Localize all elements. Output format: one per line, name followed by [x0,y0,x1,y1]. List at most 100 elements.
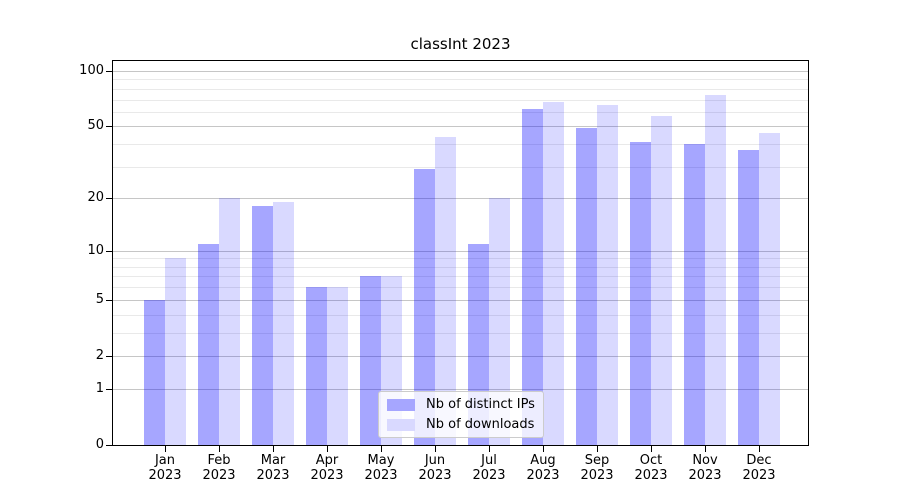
bar-nov-downloads [705,95,726,445]
legend-item-distinct-ips: Nb of distinct IPs [385,397,537,412]
x-tick-month: May [367,453,395,468]
x-tick-year: 2023 [364,468,398,483]
legend-swatch-distinct-ips [387,398,415,411]
y-tick-mark-2 [106,355,112,357]
bar-feb-ips [198,243,219,445]
bar-nov-ips [684,144,705,445]
x-tick-year: 2023 [688,468,722,483]
y-tick-label-100: 100 [79,63,104,78]
bar-feb-downloads [219,198,240,445]
legend-label-downloads: Nb of downloads [426,417,535,432]
gridline-minor-40 [113,144,808,146]
x-tick-year: 2023 [202,468,236,483]
bar-aug-downloads [543,101,564,445]
bar-dec-ips [738,150,759,445]
gridline-minor-8 [113,266,808,268]
x-tick-label-jun: Jun 2023 [405,453,465,483]
bar-mar-downloads [273,202,294,445]
y-tick-mark-50 [106,126,112,128]
gridline-minor-6 [113,287,808,289]
x-tick-label-jan: Jan 2023 [135,453,195,483]
x-tick-mark-sep [597,446,598,452]
legend-swatch-downloads [387,418,415,431]
x-tick-year: 2023 [472,468,506,483]
bar-aug-ips [522,109,543,445]
y-tick-label-50: 50 [87,118,104,134]
gridline-minor-4 [113,314,808,316]
chart-title: classInt 2023 [410,35,511,53]
gridline-minor-30 [113,166,808,168]
plot-area [113,61,808,445]
x-tick-year: 2023 [526,468,560,483]
x-tick-month: Jun [424,453,446,468]
y-tick-mark-20 [106,198,112,200]
y-tick-label-1: 1 [95,380,104,396]
x-tick-mark-aug [543,446,544,452]
y-tick-mark-1 [106,388,112,390]
legend: Nb of distinct IPs Nb of downloads [378,391,544,438]
legend-label-distinct-ips: Nb of distinct IPs [426,397,535,412]
gridline-major-1 [113,388,808,390]
bar-mar-ips [252,206,273,445]
x-tick-month: Apr [315,453,339,468]
y-tick-label-10: 10 [87,242,104,258]
x-tick-mark-dec [759,446,760,452]
y-tick-label-5: 5 [95,291,104,307]
gridline-major-5 [113,299,808,301]
x-tick-label-apr: Apr 2023 [297,453,357,483]
gridline-minor-3 [113,332,808,334]
x-tick-label-sep: Sep 2023 [567,453,627,483]
x-tick-mark-jul [489,446,490,452]
x-tick-label-oct: Oct 2023 [621,453,681,483]
bar-jun-ips [414,169,435,445]
legend-item-downloads: Nb of downloads [385,417,537,432]
x-tick-label-jul: Jul 2023 [459,453,519,483]
y-tick-label-20: 20 [87,190,104,206]
x-tick-month: Jul [481,453,497,468]
gridline-major-20 [113,198,808,200]
bar-jul-downloads [489,198,510,445]
x-tick-mark-feb [219,446,220,452]
x-tick-year: 2023 [634,468,668,483]
gridline-minor-60 [113,111,808,113]
x-tick-month: Feb [207,453,231,468]
bar-sep-ips [576,127,597,445]
x-tick-year: 2023 [742,468,776,483]
bar-oct-downloads [651,115,672,445]
x-tick-month: Aug [530,453,556,468]
gridline-minor-70 [113,99,808,101]
gridline-major-10 [113,250,808,252]
x-tick-mark-jun [435,446,436,452]
bar-jun-downloads [435,136,456,445]
x-tick-label-dec: Dec 2023 [729,453,789,483]
x-tick-label-aug: Aug 2023 [513,453,573,483]
x-tick-month: Dec [746,453,772,468]
x-tick-month: Oct [639,453,663,468]
gridline-major-100 [113,71,808,72]
x-tick-year: 2023 [580,468,614,483]
bar-sep-downloads [597,105,618,445]
gridline-minor-9 [113,258,808,260]
x-tick-mark-apr [327,446,328,452]
x-tick-label-may: May 2023 [351,453,411,483]
x-tick-month: Sep [584,453,610,468]
gridline-major-50 [113,126,808,128]
x-tick-year: 2023 [256,468,290,483]
y-tick-label-0: 0 [95,437,104,452]
gridline-major-2 [113,355,808,357]
gridline-minor-7 [113,276,808,278]
bar-jan-downloads [165,258,186,445]
y-tick-label-2: 2 [95,347,104,363]
bar-jan-ips [144,299,165,445]
x-tick-label-mar: Mar 2023 [243,453,303,483]
x-tick-mark-mar [273,446,274,452]
bar-oct-ips [630,142,651,445]
x-tick-label-nov: Nov 2023 [675,453,735,483]
y-tick-mark-100 [106,71,112,72]
x-tick-month: Mar [260,453,286,468]
bar-apr-ips [306,287,327,445]
x-tick-mark-oct [651,446,652,452]
x-tick-month: Nov [692,453,718,468]
bar-may-ips [360,276,381,445]
